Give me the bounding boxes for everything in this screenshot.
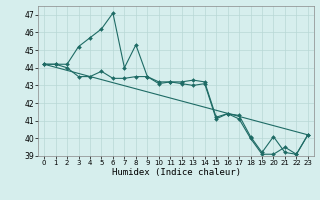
X-axis label: Humidex (Indice chaleur): Humidex (Indice chaleur) <box>111 168 241 177</box>
